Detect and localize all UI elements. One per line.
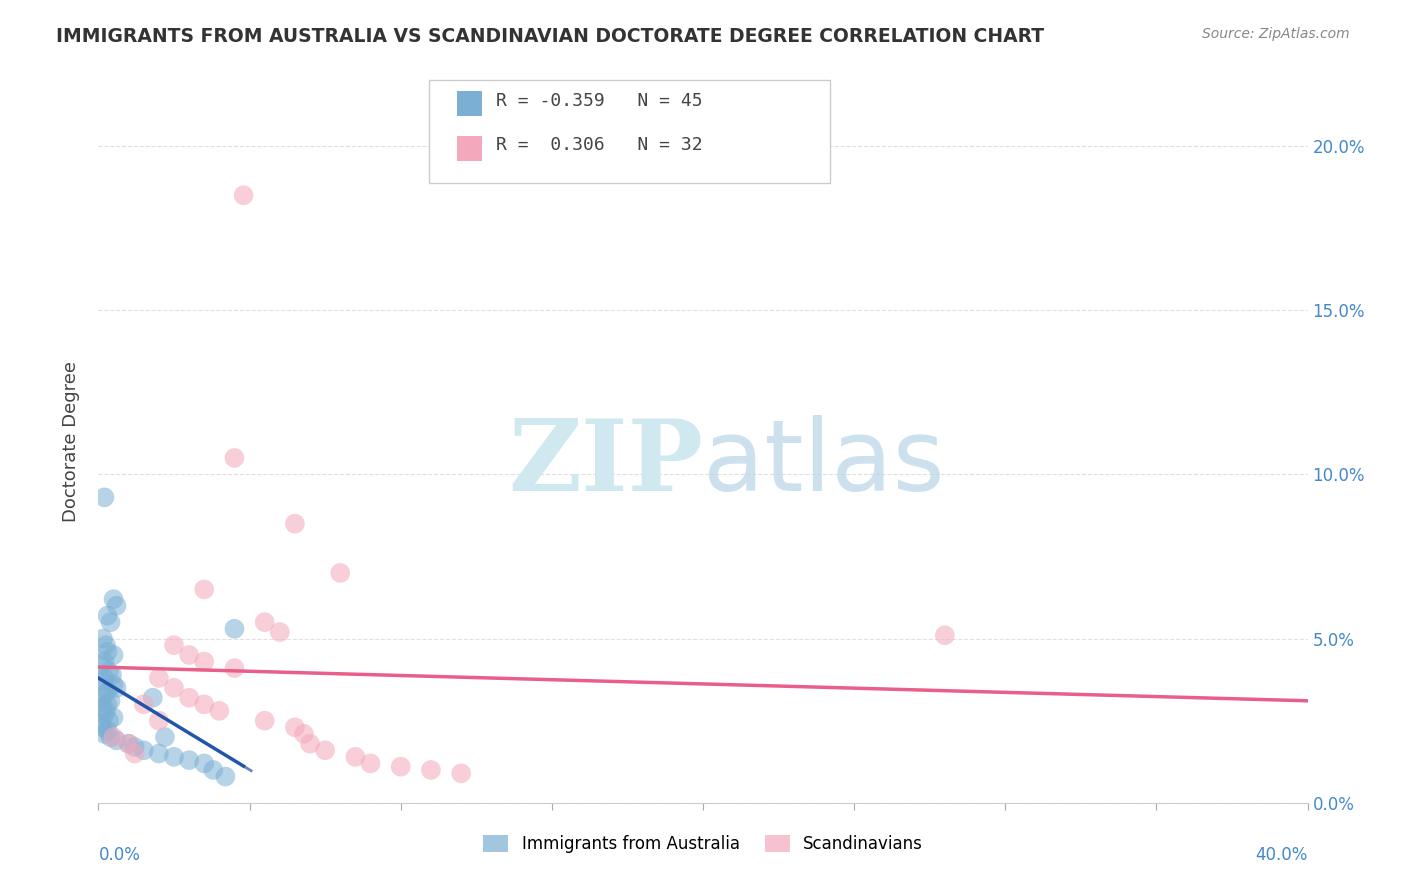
Point [103, 648, 125, 662]
Text: ZIP: ZIP [508, 415, 703, 512]
Point [284, 516, 307, 531]
Point [105, 681, 128, 695]
Text: R =  0.306   N = 32: R = 0.306 N = 32 [496, 136, 703, 154]
Y-axis label: Doctorate Degree: Doctorate Degree [62, 361, 80, 522]
Point [360, 756, 382, 771]
Point [253, 615, 276, 630]
Point [105, 733, 128, 747]
Point [103, 677, 125, 691]
Text: R = -0.359   N = 45: R = -0.359 N = 45 [496, 92, 703, 110]
Point [148, 671, 170, 685]
Point [142, 690, 165, 705]
Point [224, 622, 246, 636]
Point [269, 625, 291, 640]
Text: Source: ZipAtlas.com: Source: ZipAtlas.com [1202, 27, 1350, 41]
Point [91, 700, 114, 714]
Point [163, 749, 186, 764]
Point [103, 592, 125, 607]
Point [214, 770, 236, 784]
Point [105, 599, 128, 613]
Point [93, 707, 115, 722]
Point [93, 727, 115, 741]
Point [132, 698, 155, 712]
Point [118, 737, 141, 751]
Point [253, 714, 276, 728]
Point [179, 648, 201, 662]
Point [224, 661, 246, 675]
Point [94, 638, 117, 652]
Point [94, 704, 117, 718]
Point [193, 756, 215, 771]
Point [148, 714, 170, 728]
Point [93, 655, 115, 669]
Point [98, 714, 121, 728]
Legend: Immigrants from Australia, Scandinavians: Immigrants from Australia, Scandinavians [477, 828, 929, 860]
Point [284, 720, 307, 734]
Point [103, 730, 125, 744]
Point [329, 566, 352, 580]
Point [96, 608, 118, 623]
Point [148, 747, 170, 761]
Point [132, 743, 155, 757]
Point [101, 667, 124, 681]
Point [389, 760, 412, 774]
Point [934, 628, 956, 642]
Point [91, 720, 114, 734]
Point [93, 687, 115, 701]
Point [100, 694, 122, 708]
Point [96, 698, 118, 712]
Point [179, 690, 201, 705]
Point [202, 763, 225, 777]
Point [299, 737, 322, 751]
Point [450, 766, 472, 780]
Text: 0.0%: 0.0% [98, 847, 141, 864]
Point [124, 739, 146, 754]
Point [193, 582, 215, 597]
Point [91, 674, 114, 689]
Point [232, 188, 254, 202]
Point [314, 743, 336, 757]
Point [90, 690, 112, 705]
Point [179, 753, 201, 767]
Point [193, 655, 215, 669]
Point [224, 450, 246, 465]
Point [90, 657, 112, 672]
Point [90, 717, 112, 731]
Point [344, 749, 367, 764]
Point [96, 723, 118, 738]
Point [163, 638, 186, 652]
Point [96, 645, 118, 659]
Point [153, 730, 176, 744]
Text: atlas: atlas [703, 415, 945, 512]
Point [420, 763, 443, 777]
Point [100, 730, 122, 744]
Point [100, 615, 122, 630]
Point [118, 737, 141, 751]
Text: 40.0%: 40.0% [1256, 847, 1308, 864]
Point [193, 698, 215, 712]
Point [96, 684, 118, 698]
Point [93, 491, 115, 505]
Point [292, 727, 315, 741]
Point [124, 747, 146, 761]
Point [208, 704, 231, 718]
Point [98, 665, 121, 679]
Text: IMMIGRANTS FROM AUSTRALIA VS SCANDINAVIAN DOCTORATE DEGREE CORRELATION CHART: IMMIGRANTS FROM AUSTRALIA VS SCANDINAVIA… [56, 27, 1045, 45]
Point [103, 710, 125, 724]
Point [93, 671, 115, 685]
Point [91, 632, 114, 646]
Point [163, 681, 186, 695]
